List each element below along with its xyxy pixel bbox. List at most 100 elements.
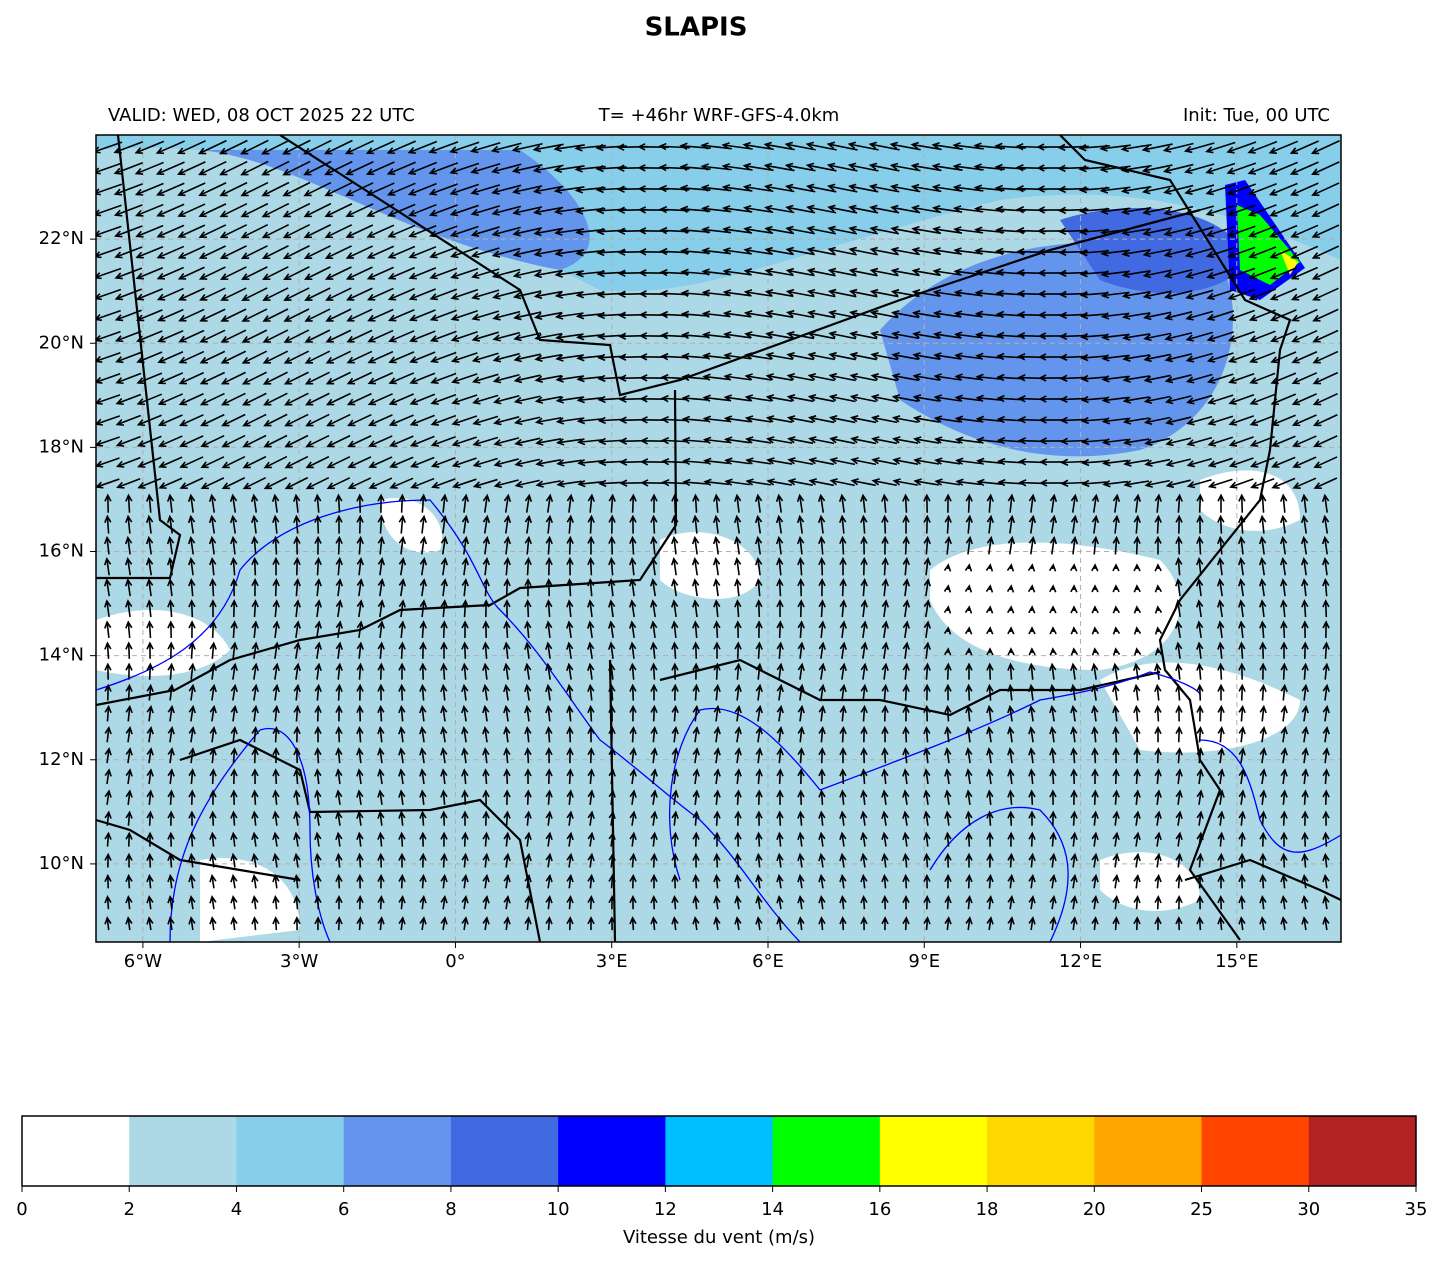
wind-arrow [650, 789, 658, 805]
wind-arrow [1154, 768, 1162, 785]
wind-arrow [1049, 647, 1057, 656]
wind-arrow [408, 267, 437, 280]
wind-arrow [461, 704, 469, 722]
wind-arrow [125, 831, 133, 847]
wind-arrow [377, 852, 385, 868]
wind-arrow [409, 351, 436, 364]
wind-arrow [167, 895, 175, 910]
wind-arrow [733, 493, 742, 513]
wind-arrow [272, 662, 280, 680]
wind-arrow [650, 852, 658, 868]
wind-arrow [230, 556, 238, 576]
wind-arrow [492, 373, 520, 384]
wind-arrow [1269, 245, 1298, 259]
wind-arrow [293, 556, 301, 576]
wind-arrow [1259, 768, 1267, 785]
wind-arrow [461, 789, 469, 805]
y-tick-label: 16°N [39, 541, 84, 562]
wind-arrow [671, 725, 679, 743]
wind-arrow [1175, 831, 1183, 847]
wind-arrow [272, 599, 280, 618]
wind-arrow [263, 476, 288, 490]
wind-arrow [188, 789, 196, 805]
wind-arrow [649, 556, 658, 576]
wind-arrow [177, 203, 206, 217]
wind-arrow [828, 393, 856, 403]
wind-arrow [986, 831, 994, 847]
wind-arrow [1196, 810, 1204, 826]
wind-arrow [104, 747, 112, 764]
wind-arrow [1217, 493, 1225, 513]
wind-arrow [787, 478, 813, 487]
wind-arrow [1091, 605, 1099, 614]
wind-arrow [764, 246, 794, 256]
wind-arrow [146, 704, 154, 722]
wind-arrow [1143, 395, 1171, 405]
wind-arrow [1133, 704, 1141, 722]
wind-arrow [723, 415, 751, 423]
wind-arrow [1196, 894, 1204, 910]
wind-arrow [1101, 333, 1130, 341]
wind-arrow [818, 599, 826, 618]
wind-arrow [1259, 726, 1267, 743]
wind-arrow [1237, 556, 1246, 576]
wind-arrow [356, 873, 364, 889]
wind-arrow [860, 747, 868, 764]
wind-arrow [524, 831, 532, 847]
wind-arrow [282, 202, 311, 218]
wind-arrow [681, 331, 710, 340]
wind-arrow [1121, 206, 1152, 216]
wind-arrow [680, 268, 710, 277]
wind-arrow [1091, 747, 1099, 764]
wind-arrow [188, 620, 196, 638]
wind-arrow [219, 245, 247, 259]
wind-arrow [1301, 662, 1309, 680]
wind-arrow [251, 535, 259, 555]
wind-arrow [1154, 747, 1162, 764]
wind-arrow [251, 704, 259, 722]
wind-arrow [818, 704, 826, 722]
wind-arrow [1099, 144, 1131, 152]
wind-arrow [440, 683, 448, 701]
wind-arrow [807, 372, 835, 382]
wind-arrow [1322, 641, 1330, 659]
wind-arrow [1184, 268, 1214, 279]
wind-arrow [219, 266, 247, 280]
wind-arrow [1322, 704, 1330, 722]
wind-arrow [470, 184, 501, 196]
wind-arrow [1070, 873, 1078, 889]
wind-arrow [240, 160, 269, 176]
wind-arrow [807, 415, 835, 424]
wind-arrow [902, 599, 911, 618]
wind-arrow [1175, 916, 1183, 931]
wind-arrow [419, 852, 427, 868]
wind-arrow [461, 916, 469, 931]
wind-arrow [881, 747, 889, 764]
wind-arrow [933, 352, 962, 360]
wind-arrow [146, 599, 154, 618]
wind-arrow [482, 768, 490, 785]
wind-arrow [1165, 458, 1192, 468]
y-tick-label: 14°N [39, 645, 84, 666]
wind-arrow [1217, 831, 1225, 847]
wind-arrow [650, 873, 658, 889]
wind-arrow [912, 373, 940, 381]
wind-arrow [304, 371, 330, 385]
wind-arrow [451, 457, 477, 468]
wind-arrow [461, 852, 469, 868]
wind-arrow [188, 852, 196, 868]
wind-arrow [146, 873, 154, 889]
wind-arrow [346, 371, 373, 385]
wind-arrow [881, 894, 889, 910]
wind-arrow [1049, 810, 1057, 826]
wind-arrow [1312, 371, 1339, 385]
x-tick-label: 0° [445, 951, 465, 972]
wind-arrow [377, 535, 385, 555]
wind-arrow [1099, 207, 1131, 215]
wind-arrow [293, 852, 301, 868]
wind-arrow [451, 373, 478, 384]
wind-arrow [356, 704, 364, 722]
wind-arrow [272, 535, 280, 555]
wind-arrow [826, 162, 858, 172]
wind-arrow [293, 831, 301, 847]
